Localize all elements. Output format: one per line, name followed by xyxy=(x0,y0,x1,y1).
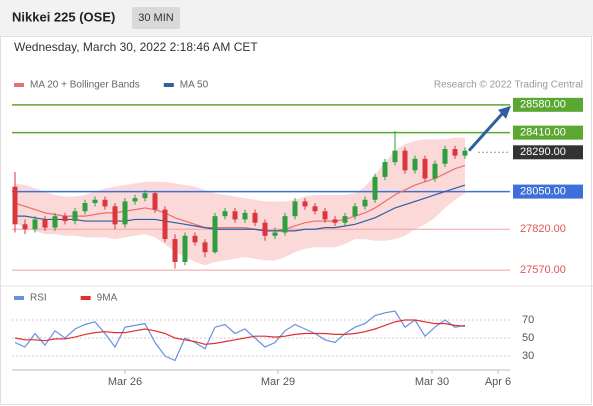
y-tick-label: 70 xyxy=(522,314,534,326)
bollinger-band xyxy=(15,137,465,266)
candle-body xyxy=(452,149,458,156)
line-series xyxy=(14,164,466,232)
candle-body xyxy=(72,211,78,222)
legend-swatch xyxy=(14,296,24,300)
candle-body xyxy=(312,206,318,212)
candle-body xyxy=(432,163,438,179)
level-label: 27820.00 xyxy=(520,223,566,235)
level-label: 28050.00 xyxy=(520,185,566,197)
credit: Research © 2022 Trading Central xyxy=(434,80,583,91)
candle-body xyxy=(212,216,218,253)
candle-body xyxy=(302,201,308,207)
level-label-bg xyxy=(513,125,583,140)
candle-body xyxy=(202,242,208,253)
frame xyxy=(0,36,592,405)
candle-body xyxy=(272,232,278,236)
legend-swatch xyxy=(14,83,24,87)
candle-body xyxy=(42,219,48,228)
candle-body xyxy=(242,212,248,220)
line-series xyxy=(15,184,466,232)
forecast-arrow-head xyxy=(498,105,511,119)
legend-label: RSI xyxy=(30,293,47,304)
candle-body xyxy=(392,150,398,163)
candle-body xyxy=(252,212,258,223)
candle-body xyxy=(282,216,288,233)
level-label: 28410.00 xyxy=(520,127,566,139)
candle-body xyxy=(92,199,98,204)
candle-body xyxy=(462,150,468,156)
candle-body xyxy=(412,158,418,171)
x-tick-label: Mar 30 xyxy=(415,376,449,388)
candle-body xyxy=(142,193,148,199)
candle-body xyxy=(32,219,38,230)
candle-body xyxy=(172,239,178,262)
candle-body xyxy=(182,235,188,262)
legend-label: 9MA xyxy=(97,293,118,304)
x-tick-label: Mar 26 xyxy=(108,376,142,388)
level-label-bg xyxy=(513,97,583,112)
candle-body xyxy=(362,199,368,207)
candle-body xyxy=(162,209,168,240)
title: Nikkei 225 (OSE) xyxy=(12,9,115,24)
header-bar xyxy=(0,0,593,36)
candle-body xyxy=(292,201,298,217)
legend-label: MA 20 + Bollinger Bands xyxy=(30,80,140,91)
x-tick-label: Mar 29 xyxy=(261,376,295,388)
legend-label: MA 50 xyxy=(180,80,209,91)
y-tick-label: 30 xyxy=(522,350,534,362)
line-series xyxy=(14,319,466,345)
candle-body xyxy=(12,186,18,225)
legend-swatch xyxy=(80,296,91,300)
timestamp: Wednesday, March 30, 2022 2:18:46 AM CET xyxy=(14,40,258,54)
x-tick-label: Apr 6 xyxy=(485,376,511,388)
candle-body xyxy=(222,211,228,217)
level-label-bg xyxy=(513,184,583,199)
candle-body xyxy=(372,176,378,200)
candle-body xyxy=(332,219,338,223)
candle-body xyxy=(402,150,408,171)
candle-body xyxy=(82,203,88,212)
forecast-arrow xyxy=(467,111,505,152)
candle-body xyxy=(22,224,28,230)
candle-body xyxy=(342,216,348,223)
candle-body xyxy=(382,162,388,177)
candle-body xyxy=(192,235,198,243)
candle-body xyxy=(232,211,238,220)
y-tick-label: 50 xyxy=(522,332,534,344)
candle-body xyxy=(422,158,428,179)
candle-body xyxy=(262,222,268,236)
candle-body xyxy=(52,216,58,228)
candle-body xyxy=(442,149,448,164)
level-label: 28580.00 xyxy=(520,99,566,111)
candle-body xyxy=(152,193,158,210)
level-label: 28290.00 xyxy=(520,146,566,158)
candle-body xyxy=(132,198,138,202)
candle-body xyxy=(122,201,128,225)
candle-body xyxy=(102,199,108,207)
level-label: 27570.00 xyxy=(520,264,566,276)
legend-swatch xyxy=(163,83,174,87)
line-series xyxy=(14,310,466,362)
interval[interactable]: 30 MIN xyxy=(138,12,174,24)
candle-body xyxy=(112,206,118,225)
level-label-bg xyxy=(513,145,583,160)
interval-button[interactable] xyxy=(132,7,180,29)
candle-body xyxy=(62,216,68,222)
candle-body xyxy=(352,206,358,217)
candle-body xyxy=(322,211,328,220)
